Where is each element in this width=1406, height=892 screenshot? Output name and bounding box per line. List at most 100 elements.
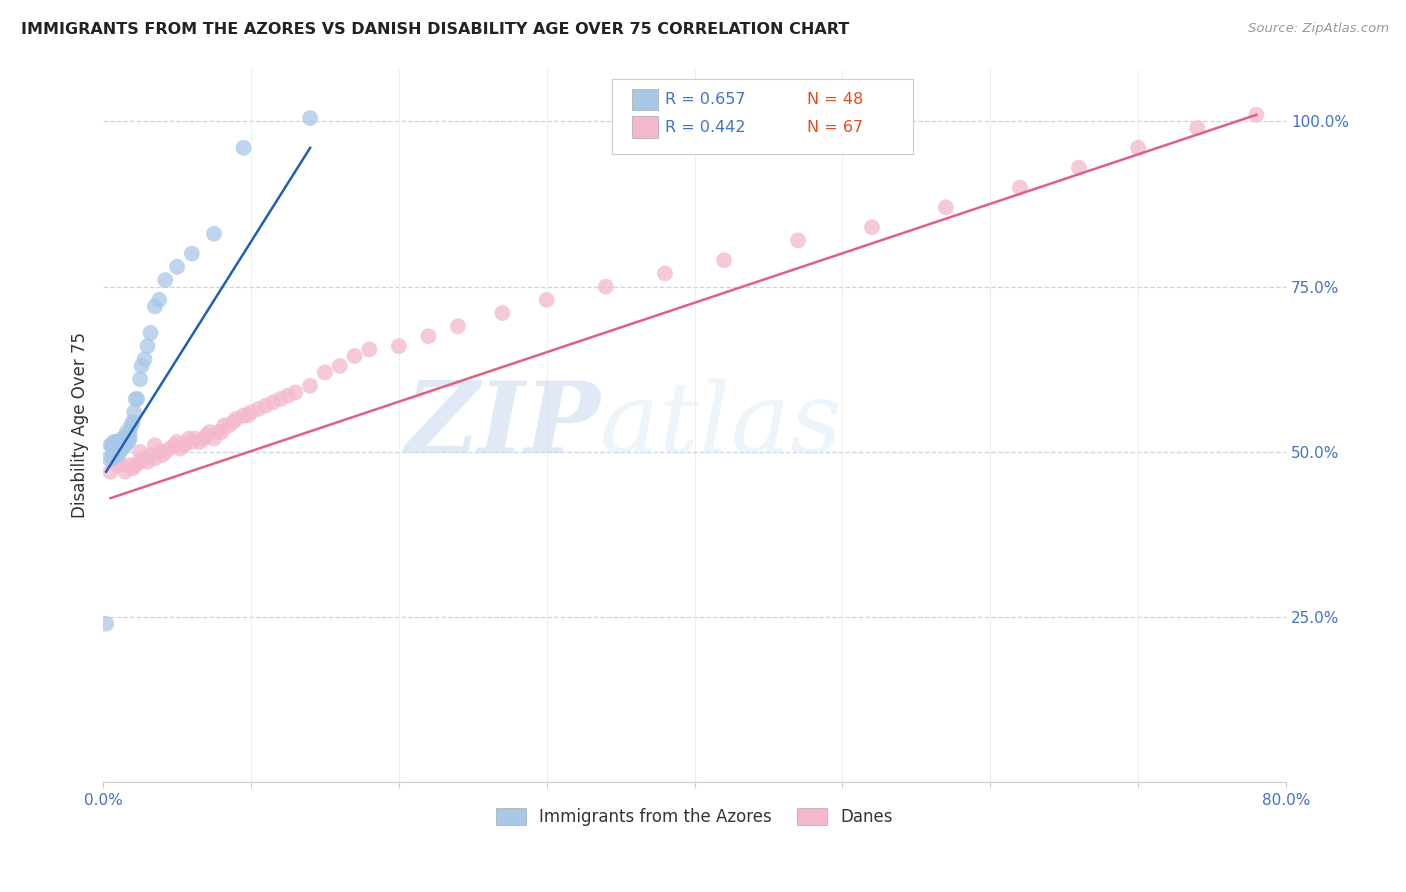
Point (148, 293, 170, 307)
Point (209, 425, 232, 439)
Point (1067, 161, 1090, 175)
Point (166, 434, 188, 449)
Point (143, 438, 166, 452)
Point (139, 448, 162, 462)
Point (103, 445, 125, 459)
Text: R = 0.657: R = 0.657 (665, 92, 745, 107)
Text: atlas: atlas (600, 378, 842, 473)
Point (254, 399, 277, 413)
Point (195, 428, 218, 442)
Point (447, 319, 470, 334)
Point (134, 451, 156, 466)
Point (1246, 108, 1268, 122)
Point (654, 267, 676, 281)
Point (787, 233, 810, 247)
Point (111, 442, 134, 456)
Point (101, 451, 124, 466)
Point (107, 458, 129, 472)
Point (100, 465, 122, 479)
Point (112, 432, 135, 446)
Point (129, 372, 152, 386)
Point (277, 389, 299, 403)
Point (159, 442, 181, 456)
Text: R = 0.442: R = 0.442 (665, 120, 745, 135)
Point (129, 455, 152, 469)
Point (491, 306, 513, 320)
Point (180, 246, 202, 260)
Point (104, 448, 127, 462)
FancyBboxPatch shape (612, 79, 914, 154)
Point (114, 465, 136, 479)
Y-axis label: Disability Age Over 75: Disability Age Over 75 (72, 333, 89, 518)
Point (107, 434, 129, 449)
Point (148, 445, 170, 459)
Point (110, 434, 132, 449)
Point (173, 438, 195, 452)
Point (284, 385, 307, 400)
Point (247, 401, 270, 416)
Text: N = 67: N = 67 (807, 120, 863, 135)
Point (110, 458, 132, 472)
FancyBboxPatch shape (631, 88, 658, 110)
Point (111, 432, 134, 446)
Point (114, 438, 136, 452)
Point (1126, 141, 1149, 155)
Point (180, 434, 202, 449)
Point (143, 451, 166, 466)
Point (118, 458, 141, 472)
Point (202, 227, 225, 241)
Point (122, 405, 145, 419)
Point (232, 409, 254, 423)
Point (108, 438, 131, 452)
Text: IMMIGRANTS FROM THE AZORES VS DANISH DISABILITY AGE OVER 75 CORRELATION CHART: IMMIGRANTS FROM THE AZORES VS DANISH DIS… (21, 22, 849, 37)
Point (935, 200, 957, 214)
Point (155, 273, 177, 287)
FancyBboxPatch shape (631, 116, 658, 137)
Point (112, 438, 135, 452)
Point (129, 445, 152, 459)
Point (1008, 180, 1031, 194)
Point (105, 434, 128, 449)
Text: N = 48: N = 48 (807, 92, 863, 107)
Point (222, 415, 245, 429)
Point (115, 425, 138, 439)
Point (98, 451, 121, 466)
Point (101, 438, 124, 452)
Point (94, 616, 117, 631)
Point (860, 220, 883, 235)
Point (536, 293, 558, 307)
Point (121, 461, 143, 475)
Point (202, 432, 225, 446)
Point (143, 300, 166, 314)
Point (232, 141, 254, 155)
Point (1187, 121, 1209, 136)
Point (150, 448, 173, 462)
Point (198, 425, 221, 439)
Point (359, 343, 381, 357)
Point (104, 438, 127, 452)
Text: Source: ZipAtlas.com: Source: ZipAtlas.com (1249, 22, 1389, 36)
Point (329, 359, 352, 373)
Point (418, 329, 440, 343)
Point (104, 451, 127, 466)
Point (115, 432, 138, 446)
Point (388, 339, 411, 353)
Text: ZIP: ZIP (405, 377, 600, 474)
Point (214, 418, 236, 433)
Point (139, 326, 162, 340)
Point (134, 352, 156, 367)
Point (105, 445, 128, 459)
Point (193, 432, 215, 446)
Point (131, 359, 153, 373)
Point (270, 392, 292, 406)
Point (127, 392, 149, 406)
Point (207, 425, 229, 439)
Point (103, 434, 125, 449)
Point (117, 434, 139, 449)
Point (110, 442, 132, 456)
Point (177, 432, 200, 446)
Point (166, 260, 188, 274)
Point (118, 432, 141, 446)
Point (169, 442, 191, 456)
Point (299, 111, 322, 125)
